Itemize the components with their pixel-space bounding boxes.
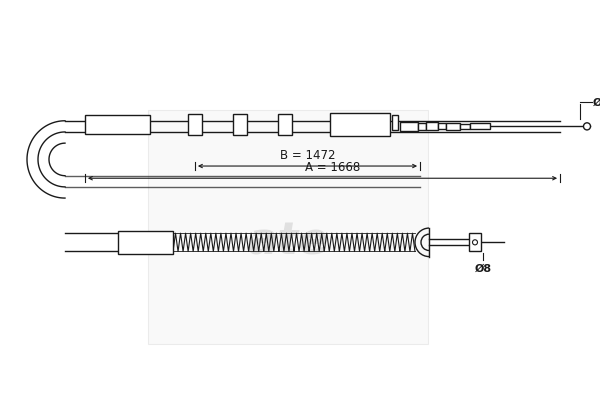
Text: Ø10: Ø10: [593, 98, 600, 108]
Circle shape: [473, 240, 478, 245]
Text: A = 1668: A = 1668: [305, 161, 360, 174]
Text: B = 1472: B = 1472: [280, 149, 335, 162]
Bar: [418, 123, 426, 130]
Bar: [460, 124, 470, 129]
Bar: [438, 123, 446, 130]
Bar: [446, 123, 460, 130]
Bar: [469, 233, 481, 252]
Bar: [392, 115, 398, 130]
Text: Ø8: Ø8: [475, 264, 491, 274]
Bar: [85, 115, 150, 134]
Text: ate: ate: [247, 221, 329, 264]
Bar: [330, 113, 390, 136]
Bar: [400, 122, 418, 131]
Bar: [148, 110, 428, 344]
Bar: [470, 123, 490, 130]
Bar: [426, 122, 438, 130]
Bar: [188, 114, 202, 135]
Bar: [278, 114, 292, 135]
Circle shape: [583, 123, 590, 130]
Bar: [118, 231, 173, 254]
Text: 24.3727-0554.2    580554: 24.3727-0554.2 580554: [100, 9, 500, 37]
Bar: [233, 114, 247, 135]
